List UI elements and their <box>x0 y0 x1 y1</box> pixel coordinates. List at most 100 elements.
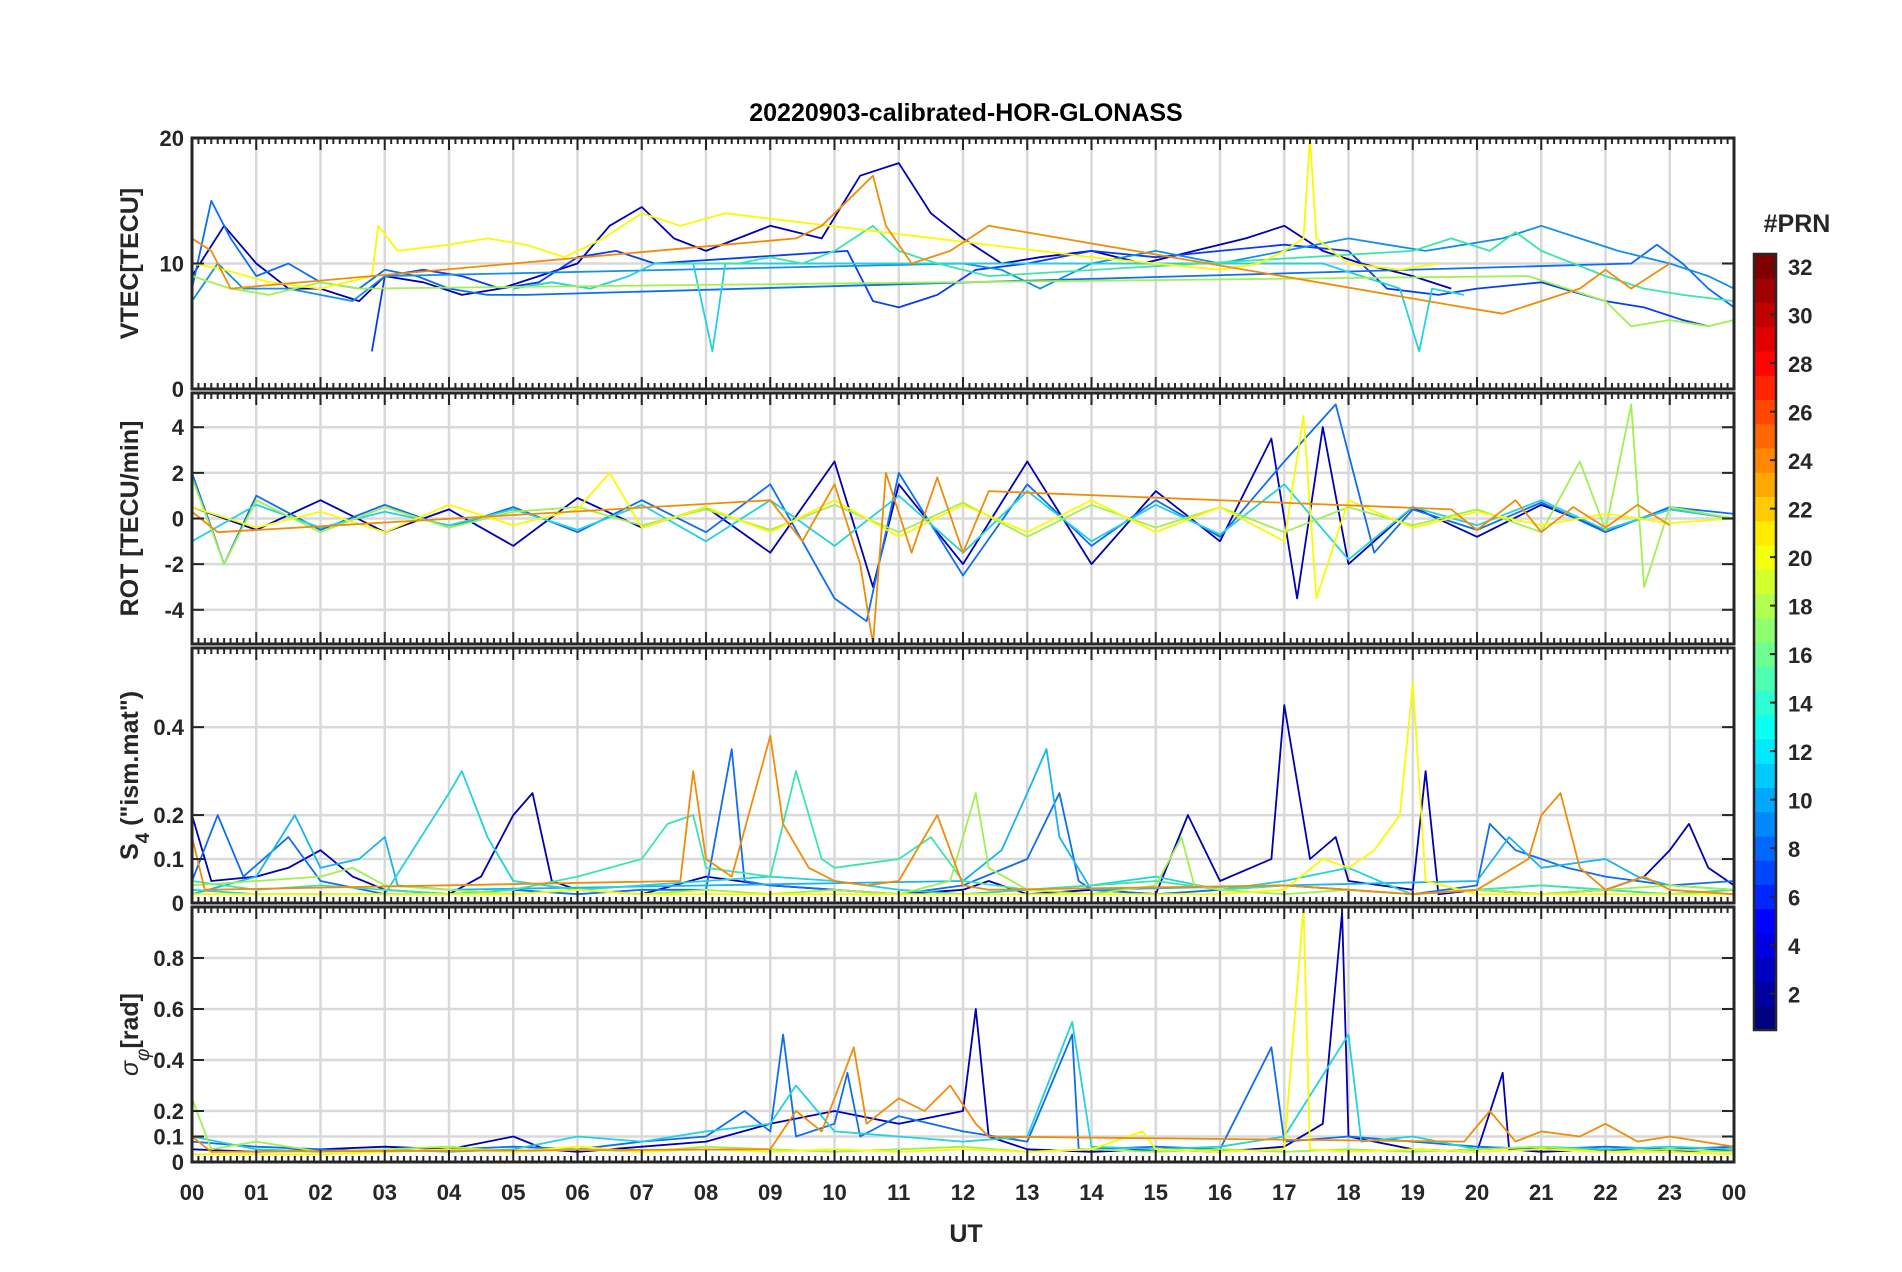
colorbar-segment <box>1754 836 1776 861</box>
y-tick-label: 0 <box>172 891 184 916</box>
colorbar-segment <box>1754 981 1776 1007</box>
colorbar-segment <box>1754 593 1776 619</box>
series-group <box>192 138 1734 353</box>
series-prn-11 <box>192 748 1734 896</box>
x-tick-labels: 00 01 02 03 04 05 06 07 08 09 10 11 12 13 14 15 16 17 18 19… <box>180 1180 1746 1205</box>
colorbar-tick-label: 18 <box>1788 595 1812 620</box>
y-axis-label: ROT [TECU/min] <box>116 421 144 617</box>
colorbar-segment <box>1754 1005 1776 1031</box>
colorbar-segment <box>1754 302 1776 328</box>
colorbar-tick-label: 22 <box>1788 498 1812 523</box>
x-tick-label: 22 <box>1593 1180 1617 1205</box>
colorbar-segment <box>1754 933 1776 958</box>
x-tick-label: 18 <box>1336 1180 1360 1205</box>
panel-rot: -4 -2 0 2 4 ROT [TECU/min] <box>116 391 1736 646</box>
chart-title: 20220903-calibrated-HOR-GLONASS <box>749 99 1182 127</box>
colorbar-segment <box>1754 423 1776 449</box>
colorbar-segment <box>1754 254 1776 279</box>
x-tick-label: 09 <box>758 1180 782 1205</box>
series-prn-23 <box>192 1046 1734 1153</box>
y-ticks: 0 0.1 0.2 0.4 <box>153 715 1734 916</box>
series-prn-23 <box>192 472 1671 644</box>
y-tick-label: 20 <box>160 126 184 151</box>
colorbar-label: #PRN <box>1764 210 1831 238</box>
x-tick-label: 04 <box>437 1180 462 1205</box>
y-tick-label: 0.1 <box>153 1125 184 1150</box>
x-tick-label: 05 <box>501 1180 525 1205</box>
colorbar-segment <box>1754 860 1776 885</box>
colorbar-tick-label: 10 <box>1788 789 1812 814</box>
colorbar-segment <box>1754 569 1776 594</box>
y-tick-label: 0.1 <box>153 847 184 872</box>
y-ticks: 0 10 20 <box>160 126 1734 402</box>
x-tick-label: 13 <box>1015 1180 1039 1205</box>
colorbar-segment <box>1754 399 1776 425</box>
colorbar-segment <box>1754 642 1776 667</box>
y-tick-label: 0.2 <box>153 1099 184 1124</box>
y-tick-label: 0.6 <box>153 997 184 1022</box>
colorbar-tick-label: 24 <box>1788 449 1813 474</box>
series-prn-17 <box>192 1097 1734 1153</box>
colorbar-segment <box>1754 957 1776 982</box>
colorbar-tick-label: 32 <box>1788 255 1812 280</box>
y-tick-label: 4 <box>172 415 185 440</box>
x-ticks <box>191 393 1735 644</box>
x-ticks <box>191 648 1735 903</box>
y-axis-label: σφ[rad] <box>116 993 154 1076</box>
colorbar-segment <box>1754 666 1776 691</box>
x-ticks <box>191 907 1735 1162</box>
x-tick-label: 00 <box>180 1180 204 1205</box>
colorbar-segment <box>1754 545 1776 570</box>
y-tick-label: 0.2 <box>153 803 184 828</box>
panel-vtec: 0 10 20 VTEC[TECU] <box>116 126 1736 402</box>
colorbar-tick-label: 4 <box>1788 934 1801 959</box>
colorbar-segment <box>1754 496 1776 522</box>
x-tick-label: 06 <box>565 1180 589 1205</box>
x-tick-label: 14 <box>1079 1180 1104 1205</box>
y-tick-label: 0 <box>172 507 184 532</box>
colorbar-tick-label: 8 <box>1788 837 1800 862</box>
subscript: 4 <box>133 832 154 843</box>
colorbar-segment <box>1754 908 1776 934</box>
x-tick-label: 07 <box>630 1180 654 1205</box>
x-tick-label: 08 <box>694 1180 718 1205</box>
colorbar-tick-label: 20 <box>1788 546 1812 571</box>
colorbar-segment <box>1754 739 1776 764</box>
colorbar-segment <box>1754 375 1776 400</box>
colorbar-frame <box>1752 252 1778 1032</box>
colorbar-segment <box>1754 617 1776 643</box>
colorbar-segment <box>1754 472 1776 497</box>
sigma: σ <box>116 1060 144 1076</box>
x-tick-label: 12 <box>951 1180 975 1205</box>
panel-s4: 0 0.1 0.2 0.4S4 ("ism.mat") <box>116 646 1736 916</box>
series-prn-23 <box>192 735 1734 896</box>
x-tick-label: 16 <box>1208 1180 1232 1205</box>
colorbar-segment <box>1754 714 1776 740</box>
colorbar-segment <box>1754 690 1776 716</box>
series-prn-10 <box>192 224 1734 302</box>
colorbar-segment <box>1754 520 1776 546</box>
y-axis-label: S4 ("ism.mat") <box>116 691 154 860</box>
x-tick-label: 19 <box>1401 1180 1425 1205</box>
y-tick-label: -4 <box>164 598 184 623</box>
y-tick-label: 0.4 <box>153 715 184 740</box>
colorbar-segment <box>1754 763 1776 788</box>
series-prn-2 <box>192 911 1734 1153</box>
series-prn-20 <box>192 414 1734 600</box>
x-tick-label: 02 <box>308 1180 332 1205</box>
y-tick-label: 0 <box>172 1150 184 1175</box>
gridlines <box>192 648 1734 903</box>
colorbar-tick-label: 28 <box>1788 352 1812 377</box>
series-prn-8 <box>192 1033 1734 1153</box>
colorbar-tick-label: 30 <box>1788 304 1812 329</box>
y-tick-label: 0.8 <box>153 946 184 971</box>
y-axis-label: VTEC[TECU] <box>116 188 144 339</box>
series-prn-5 <box>371 243 1709 352</box>
colorbar-tick-label: 16 <box>1788 643 1812 668</box>
y-tick-label: 0.4 <box>153 1048 184 1073</box>
colorbar-tick-label: 14 <box>1788 692 1813 717</box>
y-ticks: 00.10.2 0.4 0.6 0.8 <box>153 946 1734 1175</box>
